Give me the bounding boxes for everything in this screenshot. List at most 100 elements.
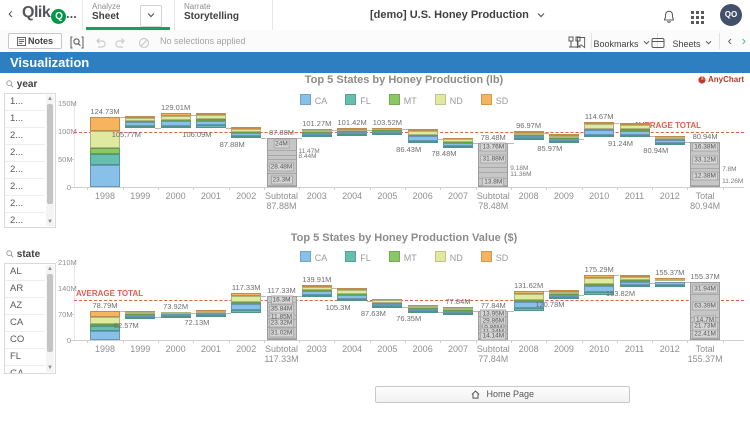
bar-2011[interactable]: [619, 275, 650, 288]
legend-item-ND[interactable]: ND: [434, 94, 463, 106]
listbox-state[interactable]: AL AR AZ CA CO FL GA ▲ ▼: [4, 263, 56, 374]
bar-1999[interactable]: [125, 310, 156, 320]
back-chevron-icon[interactable]: ‹: [8, 5, 13, 22]
legend-item-FL[interactable]: FL: [345, 251, 371, 263]
total-bar-subtotal[interactable]: 13.76M 31.88M 13.8M: [478, 142, 509, 187]
bar-value-label: 131.62M: [514, 280, 544, 290]
notes-button[interactable]: Notes: [8, 33, 62, 49]
notifications-bell-icon[interactable]: [662, 8, 676, 26]
sheet-dropdown-button[interactable]: [140, 5, 162, 27]
bar-2010[interactable]: [584, 274, 615, 296]
bar-2010[interactable]: [584, 122, 615, 138]
scroll-down-icon[interactable]: ▼: [47, 219, 53, 225]
listbox-item[interactable]: CO: [5, 332, 45, 349]
listbox-item[interactable]: AR: [5, 281, 45, 298]
scroll-up-icon[interactable]: ▲: [47, 266, 53, 272]
bar-2005[interactable]: [372, 127, 403, 136]
redo-icon[interactable]: [114, 34, 127, 52]
average-total-label: AVERAGE TOTAL: [76, 288, 144, 298]
bar-2008[interactable]: [513, 290, 544, 312]
bar-2002[interactable]: [231, 127, 262, 139]
home-page-button[interactable]: Home Page: [375, 386, 630, 403]
listbox-item[interactable]: AZ: [5, 298, 45, 315]
total-bar-total[interactable]: 16.38M 33.12M 12.38M: [690, 141, 721, 187]
legend-item-MT[interactable]: MT: [388, 251, 417, 263]
bar-2002[interactable]: [231, 293, 262, 314]
bar-2001[interactable]: [195, 310, 226, 317]
scroll-down-icon[interactable]: ▼: [47, 365, 53, 371]
legend-item-SD[interactable]: SD: [480, 94, 508, 106]
x-tick-mark: [299, 340, 301, 343]
anychart-credit[interactable]: AnyChart: [698, 75, 744, 84]
bar-2003[interactable]: [301, 129, 332, 138]
bar-2004[interactable]: [337, 288, 368, 301]
bar-2004[interactable]: [337, 128, 368, 137]
bar-1998[interactable]: [90, 310, 120, 340]
listbox-item[interactable]: GA: [5, 366, 45, 373]
bar-2012[interactable]: [654, 135, 685, 145]
smart-search-icon[interactable]: [70, 34, 84, 52]
previous-sheet-button[interactable]: ‹: [727, 33, 732, 48]
listbox-item[interactable]: 2...: [5, 145, 45, 162]
x-tick-mark: [299, 187, 301, 190]
listbox-item[interactable]: 2...: [5, 196, 45, 213]
listbox-item[interactable]: 1...: [5, 94, 45, 111]
listbox-item[interactable]: 2...: [5, 179, 45, 196]
listbox-year[interactable]: 1... 1... 2... 2... 2... 2... 2... 2... ▲ ▼: [4, 93, 56, 228]
listbox-year-scrollbar[interactable]: ▲ ▼: [46, 95, 54, 226]
total-bar-subtotal[interactable]: 24M 28.48M 23.3M: [266, 137, 297, 187]
legend-item-ND[interactable]: ND: [434, 251, 463, 263]
bar-2012[interactable]: [654, 278, 685, 287]
undo-icon[interactable]: [94, 34, 107, 52]
scrollbar-thumb[interactable]: [47, 104, 53, 204]
bar-segment-SD: [125, 115, 156, 118]
listbox-state-scrollbar[interactable]: ▲ ▼: [46, 265, 54, 372]
filter-state-label: state: [16, 249, 41, 260]
scroll-up-icon[interactable]: ▲: [47, 96, 53, 102]
total-bar-total[interactable]: 31.94M 63.39M 14.7M 21.73M 22.41M: [690, 282, 721, 340]
bar-2007[interactable]: [443, 307, 473, 316]
listbox-item[interactable]: 2...: [5, 213, 45, 227]
bar-2006[interactable]: [407, 128, 438, 143]
bar-2005[interactable]: [372, 299, 403, 309]
bar-2011[interactable]: [619, 122, 650, 138]
app-waffle-menu-icon[interactable]: [691, 9, 704, 27]
bar-2008[interactable]: [513, 131, 544, 141]
more-menu-icon[interactable]: ...: [66, 6, 77, 21]
user-avatar[interactable]: QO: [720, 4, 742, 26]
listbox-item[interactable]: AL: [5, 264, 45, 281]
legend-item-CA[interactable]: CA: [299, 251, 327, 263]
bar-2009[interactable]: [548, 290, 579, 299]
tab-narrate-storytelling[interactable]: Narrate Storytelling: [184, 2, 264, 28]
bar-1999[interactable]: [125, 115, 156, 128]
listbox-item[interactable]: 1...: [5, 111, 45, 128]
sheets-menu[interactable]: Sheets: [651, 34, 712, 52]
bar-2009[interactable]: [548, 134, 579, 144]
total-bar-subtotal[interactable]: 16.3M 35.84M 11.85M 23.32M 31.02M: [266, 295, 297, 340]
listbox-item[interactable]: 2...: [5, 162, 45, 179]
legend-item-FL[interactable]: FL: [345, 94, 371, 106]
bar-2000[interactable]: [160, 113, 191, 128]
bar-2001[interactable]: [195, 113, 226, 128]
legend-item-CA[interactable]: CA: [299, 94, 327, 106]
bar-2006[interactable]: [407, 305, 438, 313]
scrollbar-thumb[interactable]: [47, 274, 53, 352]
insight-advisor-icon[interactable]: [568, 34, 582, 52]
listbox-item[interactable]: CA: [5, 315, 45, 332]
listbox-item[interactable]: 2...: [5, 128, 45, 145]
next-sheet-button[interactable]: ›: [741, 33, 746, 48]
bar-2007[interactable]: [443, 138, 473, 148]
connector-line: [120, 310, 126, 312]
bar-2000[interactable]: [160, 311, 191, 318]
bookmarks-menu[interactable]: Bookmarks: [576, 34, 650, 52]
bar-1998[interactable]: [90, 117, 120, 187]
bar-2003[interactable]: [301, 285, 332, 297]
app-title-dropdown[interactable]: [demo] U.S. Honey Production: [370, 9, 545, 21]
legend-item-MT[interactable]: MT: [388, 94, 417, 106]
legend-item-SD[interactable]: SD: [480, 251, 508, 263]
x-axis-line: [74, 340, 744, 341]
listbox-item[interactable]: FL: [5, 349, 45, 366]
tab-analyze-sheet[interactable]: Analyze Sheet: [92, 2, 168, 28]
clear-selections-icon[interactable]: [138, 34, 150, 52]
